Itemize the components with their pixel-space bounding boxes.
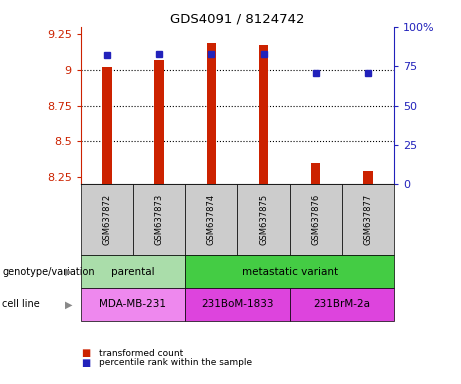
Text: genotype/variation: genotype/variation: [2, 266, 95, 277]
Text: 231BoM-1833: 231BoM-1833: [201, 299, 274, 310]
Bar: [363, 171, 373, 184]
Text: GSM637877: GSM637877: [364, 194, 372, 245]
Text: GSM637874: GSM637874: [207, 194, 216, 245]
Text: ▶: ▶: [65, 299, 73, 310]
Title: GDS4091 / 8124742: GDS4091 / 8124742: [170, 13, 305, 26]
Bar: [259, 45, 268, 184]
Text: ■: ■: [81, 358, 90, 368]
Text: metastatic variant: metastatic variant: [242, 266, 338, 277]
Text: GSM637872: GSM637872: [102, 194, 111, 245]
Text: GSM637873: GSM637873: [154, 194, 164, 245]
Text: MDA-MB-231: MDA-MB-231: [100, 299, 166, 310]
Text: transformed count: transformed count: [99, 349, 183, 358]
Text: percentile rank within the sample: percentile rank within the sample: [99, 358, 252, 367]
Bar: [154, 60, 164, 184]
Text: ▶: ▶: [65, 266, 73, 277]
Text: ■: ■: [81, 348, 90, 358]
Bar: [102, 67, 112, 184]
Bar: [311, 163, 320, 184]
Text: GSM637876: GSM637876: [311, 194, 320, 245]
Bar: [207, 43, 216, 184]
Text: GSM637875: GSM637875: [259, 194, 268, 245]
Text: parental: parental: [111, 266, 155, 277]
Text: cell line: cell line: [2, 299, 40, 310]
Text: 231BrM-2a: 231BrM-2a: [313, 299, 370, 310]
